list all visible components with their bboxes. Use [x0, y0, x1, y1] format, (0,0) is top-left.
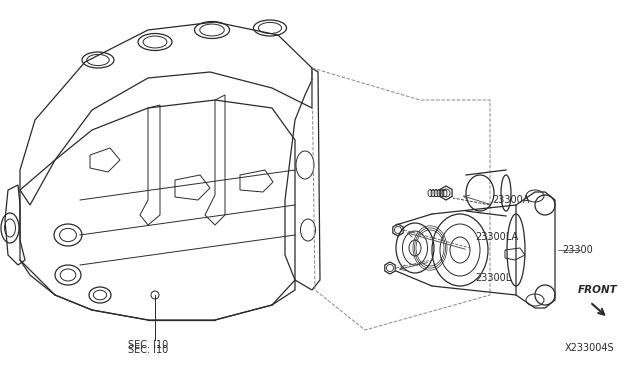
Text: 23300: 23300: [562, 245, 593, 255]
Text: 23300L: 23300L: [475, 273, 511, 283]
Text: SEC. I10: SEC. I10: [128, 345, 168, 355]
Text: 23300LA: 23300LA: [475, 232, 518, 242]
Text: SEC. I10: SEC. I10: [128, 340, 168, 350]
Text: 23300A: 23300A: [492, 195, 529, 205]
Text: FRONT: FRONT: [578, 285, 618, 295]
Text: X233004S: X233004S: [565, 343, 615, 353]
